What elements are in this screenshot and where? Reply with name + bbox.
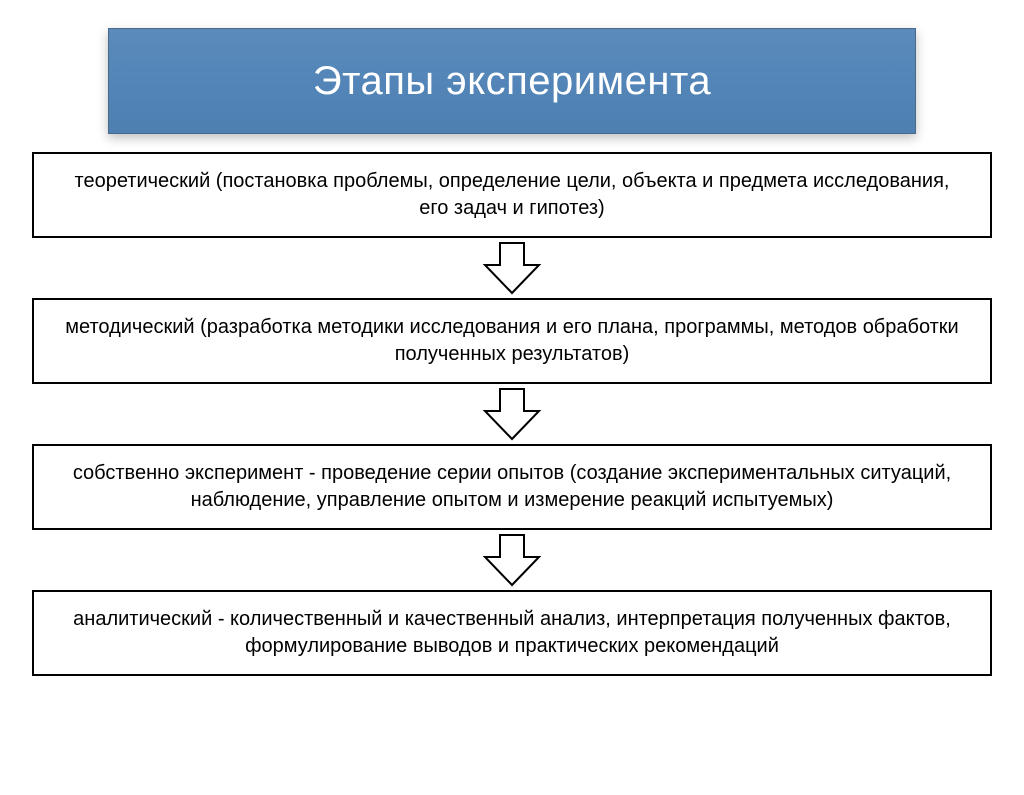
arrow-3 [32, 530, 992, 590]
down-arrow-icon [485, 389, 539, 439]
down-arrow-icon [485, 535, 539, 585]
step-box-4: аналитический - количественный и качеств… [32, 590, 992, 676]
step-box-2: методический (разработка методики исслед… [32, 298, 992, 384]
step-text-2: методический (разработка методики исслед… [58, 314, 966, 368]
step-text-4: аналитический - количественный и качеств… [58, 606, 966, 660]
step-box-3: собственно эксперимент - проведение сери… [32, 444, 992, 530]
title-text: Этапы эксперимента [313, 59, 711, 104]
title-block: Этапы эксперимента [108, 28, 916, 134]
flowchart: теоретический (постановка проблемы, опре… [32, 152, 992, 676]
arrow-1 [32, 238, 992, 298]
step-text-1: теоретический (постановка проблемы, опре… [58, 168, 966, 222]
arrow-2 [32, 384, 992, 444]
step-text-3: собственно эксперимент - проведение сери… [58, 460, 966, 514]
down-arrow-icon [485, 243, 539, 293]
step-box-1: теоретический (постановка проблемы, опре… [32, 152, 992, 238]
